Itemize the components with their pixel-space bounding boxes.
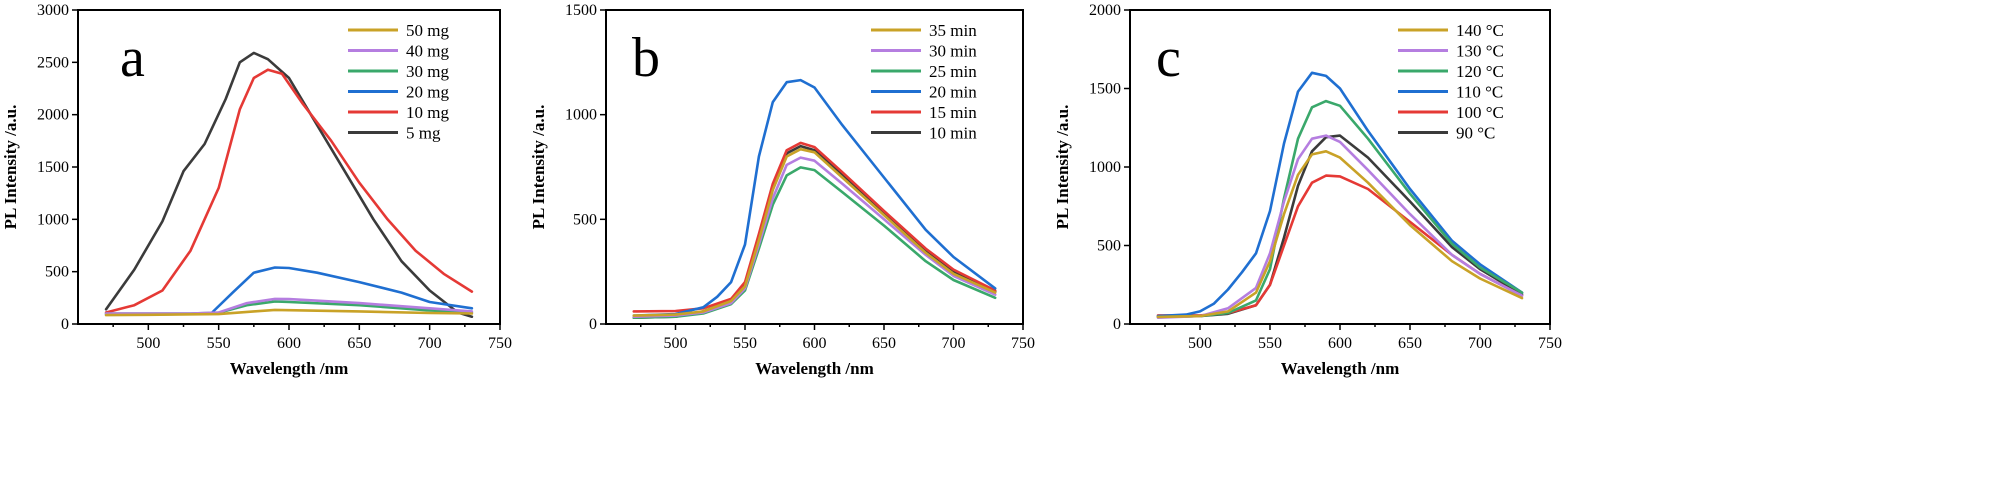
y-tick-label: 2000 xyxy=(37,107,69,124)
legend-label: 20 min xyxy=(929,83,977,102)
x-tick-label: 550 xyxy=(733,335,757,352)
panel-letter: c xyxy=(1156,27,1181,89)
series-line xyxy=(1156,134,1524,319)
y-tick-label: 500 xyxy=(1097,238,1121,255)
y-axis-label: PL Intensity /a.u. xyxy=(1,105,20,230)
x-tick-label: 700 xyxy=(418,335,442,352)
y-tick-label: 1500 xyxy=(1089,81,1121,98)
series-line xyxy=(1156,134,1524,320)
legend-label: 110 °C xyxy=(1456,83,1503,102)
series-line xyxy=(632,141,997,313)
x-tick-label: 750 xyxy=(488,335,512,352)
series-line xyxy=(1156,174,1524,317)
legend-label: 100 °C xyxy=(1456,103,1504,122)
legend-label: 35 min xyxy=(929,21,977,40)
legend-label: 10 min xyxy=(929,124,977,143)
y-tick-label: 0 xyxy=(61,316,69,333)
y-axis-label: PL Intensity /a.u. xyxy=(1053,105,1072,230)
x-tick-label: 550 xyxy=(207,335,231,352)
x-tick-label: 500 xyxy=(136,335,160,352)
x-tick-label: 650 xyxy=(1398,335,1422,352)
series-line xyxy=(1156,150,1524,319)
x-tick-label: 550 xyxy=(1258,335,1282,352)
legend-label: 25 min xyxy=(929,62,977,81)
series-line xyxy=(1156,71,1524,318)
x-tick-label: 600 xyxy=(803,335,827,352)
x-tick-label: 750 xyxy=(1011,335,1035,352)
series-line xyxy=(632,144,997,320)
series-line xyxy=(632,156,997,319)
x-axis-label: Wavelength /nm xyxy=(1281,359,1400,378)
x-axis-label: Wavelength /nm xyxy=(755,359,874,378)
x-tick-label: 650 xyxy=(347,335,371,352)
legend-label: 20 mg xyxy=(406,83,449,102)
y-tick-label: 1000 xyxy=(565,107,597,124)
y-tick-label: 500 xyxy=(45,264,69,281)
y-tick-label: 1500 xyxy=(37,159,69,176)
legend-label: 50 mg xyxy=(406,21,449,40)
y-axis-label: PL Intensity /a.u. xyxy=(529,105,548,230)
series-line xyxy=(632,78,997,317)
y-tick-label: 2000 xyxy=(1089,2,1121,19)
y-tick-label: 500 xyxy=(573,211,597,228)
y-tick-label: 0 xyxy=(1113,316,1121,333)
x-tick-label: 700 xyxy=(1468,335,1492,352)
legend-label: 140 °C xyxy=(1456,21,1504,40)
series-lines xyxy=(632,78,997,320)
y-tick-label: 1000 xyxy=(1089,159,1121,176)
y-tick-label: 0 xyxy=(589,316,597,333)
panel-c: 500 550 600 650 700 750 0 500 1000 1500 2000 Wavele… xyxy=(1053,2,1562,378)
legend-label: 90 °C xyxy=(1456,124,1495,143)
legend-label: 40 mg xyxy=(406,42,449,61)
series-line xyxy=(1156,99,1524,319)
legend-label: 10 mg xyxy=(406,103,449,122)
y-tick-label: 2500 xyxy=(37,54,69,71)
panel-b: 500 550 600 650 700 750 0 500 1000 1500 Wavelength… xyxy=(529,2,1035,378)
series-lines xyxy=(1156,71,1524,320)
x-tick-label: 500 xyxy=(1188,335,1212,352)
x-tick-label: 700 xyxy=(942,335,966,352)
panel-letter: b xyxy=(632,27,660,89)
legend-label: 15 min xyxy=(929,103,977,122)
panel-letter: a xyxy=(120,27,145,89)
x-tick-label: 600 xyxy=(1328,335,1352,352)
x-tick-label: 750 xyxy=(1538,335,1562,352)
x-tick-label: 600 xyxy=(277,335,301,352)
series-line xyxy=(632,166,997,320)
y-tick-label: 1500 xyxy=(565,2,597,19)
y-tick-label: 3000 xyxy=(37,2,69,19)
panel-a: 500 550 600 650 700 750 0 500 1000 1500 2000 2500 30… xyxy=(1,2,512,378)
series-line xyxy=(632,147,997,317)
y-tick-label: 1000 xyxy=(37,211,69,228)
series-line xyxy=(104,51,474,319)
legend-label: 30 mg xyxy=(406,62,449,81)
series-lines xyxy=(104,51,474,319)
series-line xyxy=(104,308,474,317)
x-axis-label: Wavelength /nm xyxy=(230,359,349,378)
legend-label: 120 °C xyxy=(1456,62,1504,81)
x-tick-label: 500 xyxy=(664,335,688,352)
series-line xyxy=(104,68,474,314)
legend-label: 30 min xyxy=(929,42,977,61)
x-tick-label: 650 xyxy=(872,335,896,352)
legend-label: 5 mg xyxy=(406,124,441,143)
legend-label: 130 °C xyxy=(1456,42,1504,61)
